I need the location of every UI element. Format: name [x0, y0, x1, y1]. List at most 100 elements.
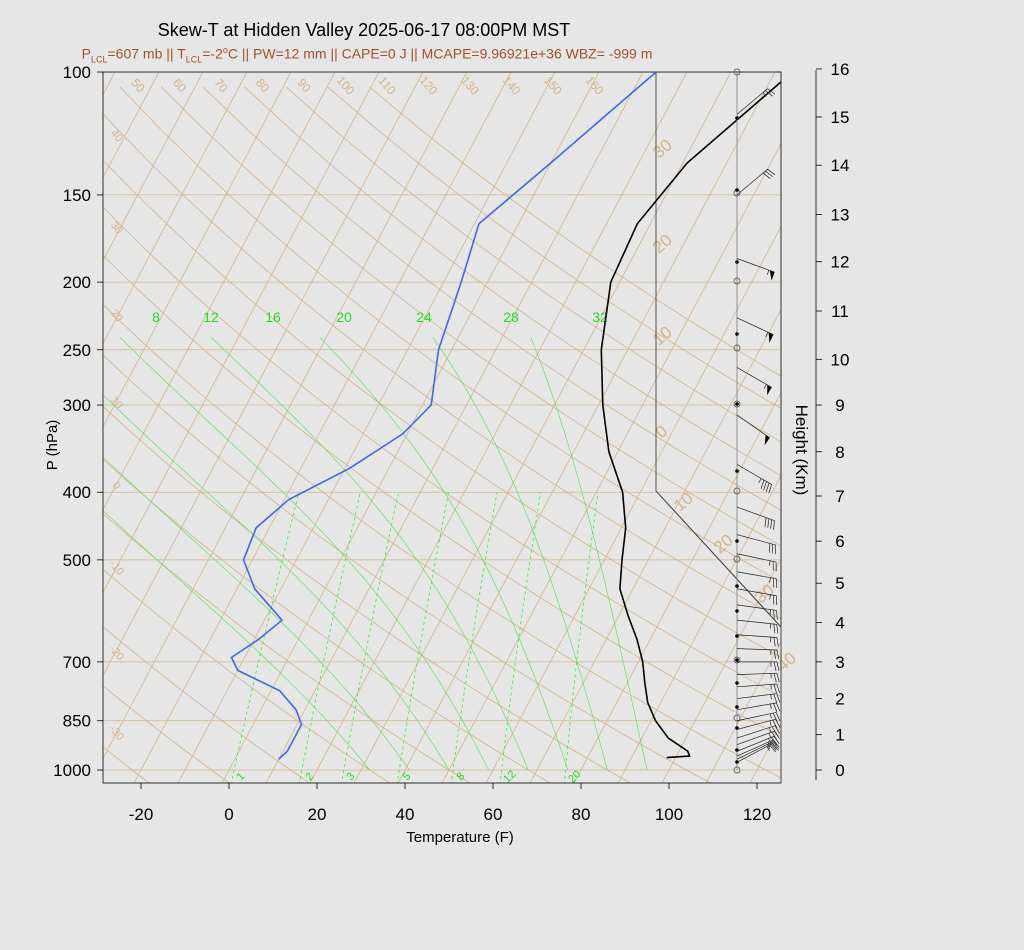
x-tick-label: 80 — [572, 805, 591, 824]
mixing-ratio-label: 24 — [416, 309, 432, 325]
barb-half-flag — [769, 727, 772, 733]
left-isotherm-label: -20 — [107, 643, 126, 663]
staff-dot — [735, 726, 739, 730]
dry-adiabat-line — [103, 354, 712, 783]
staff-dot — [735, 188, 739, 192]
barb-shaft — [736, 588, 777, 597]
x-tick-label: 120 — [743, 805, 771, 824]
isotherm-label: 60 — [170, 76, 190, 95]
barb-half-flag — [770, 703, 772, 709]
barb-flag — [776, 683, 780, 693]
y-tick-label: 400 — [63, 483, 91, 502]
left-isotherm-label: 20 — [108, 308, 125, 325]
dry-adiabat-line — [119, 86, 781, 583]
wind-barb — [736, 648, 780, 660]
barb-flag — [776, 661, 780, 671]
wind-barb — [736, 693, 781, 703]
x-tick-label: -20 — [129, 805, 154, 824]
chart-subtitle: PLCL=607 mb || TLCL=-2oC || PW=12 mm || … — [0, 45, 734, 64]
barb-flag — [776, 702, 781, 712]
barb-half-flag — [766, 746, 770, 751]
background-lines — [0, 56, 1024, 784]
wind-barb — [736, 683, 780, 694]
isotherm-line — [103, 72, 204, 262]
dry-adiabat-line — [244, 86, 781, 477]
left-isotherm-label: 30 — [108, 220, 125, 237]
barb-flag — [773, 703, 778, 713]
height-tick-label: 13 — [831, 205, 850, 224]
right-isotherm-label: 20 — [710, 530, 737, 557]
barb-flag — [774, 725, 781, 734]
height-tick-label: 0 — [835, 761, 844, 780]
moist-adiabat-line — [211, 337, 529, 771]
barb-shaft — [736, 619, 777, 625]
y-axis-label: P (hPa) — [44, 420, 61, 471]
dry-adiabat-line — [161, 86, 781, 547]
wind-barb — [736, 534, 776, 555]
isotherm-line — [617, 474, 781, 783]
barb-shaft — [736, 506, 775, 522]
barb-flag — [776, 649, 780, 660]
isotherm-line — [749, 723, 781, 783]
barb-half-flag — [767, 742, 771, 747]
barb-flag — [775, 719, 781, 728]
barb-flag — [765, 170, 773, 178]
barb-flag — [763, 481, 767, 491]
mixing-ratio-line — [396, 492, 449, 783]
barb-pennant — [768, 332, 774, 343]
mixing-ratio-label: 28 — [503, 309, 519, 325]
wind-barb — [736, 258, 775, 281]
staff-marker — [733, 555, 741, 563]
barb-shaft — [736, 553, 777, 563]
height-tick-label: 11 — [831, 302, 849, 321]
wind-barb — [736, 702, 781, 713]
barb-half-flag — [770, 694, 772, 700]
right-isotherm-label: 10 — [649, 322, 676, 349]
plot-frame — [102, 71, 782, 784]
mixing-ratio-label: 32 — [592, 309, 608, 325]
mixing-ratio-label: 20 — [336, 309, 352, 325]
mixing-ratio-line — [499, 492, 542, 783]
staff-marker — [733, 68, 741, 76]
isotherm-line — [103, 72, 292, 428]
barb-shaft — [736, 258, 775, 273]
height-tick-label: 8 — [835, 443, 844, 462]
wind-barb — [736, 712, 781, 722]
isotherm-line — [103, 72, 336, 511]
mixing-ratio-bottom-label: 5 — [400, 770, 413, 783]
x-tick-label: 40 — [396, 805, 415, 824]
isotherm-line — [837, 56, 1024, 784]
isotherm-label: 90 — [294, 76, 314, 95]
y-tick-label: 850 — [63, 712, 91, 731]
wind-barb — [736, 317, 774, 343]
barb-flag — [773, 649, 777, 660]
isotherm-line — [0, 56, 79, 784]
wind-barb — [736, 88, 776, 115]
staff-marker — [733, 277, 741, 285]
barb-half-flag — [762, 92, 767, 97]
temperature-line — [600, 80, 781, 759]
isotherm-label: 100 — [334, 73, 358, 98]
isotherm-line — [221, 72, 600, 783]
height-tick-label: 2 — [835, 690, 844, 709]
wind-barb — [736, 634, 779, 647]
barb-flag — [764, 517, 767, 527]
subtitle-degree: o — [222, 45, 228, 55]
height-tick-label: 16 — [831, 60, 850, 79]
wind-barb — [736, 464, 772, 494]
mixing-ratio-line — [563, 492, 599, 783]
barb-flag — [767, 168, 776, 176]
staff-dot — [735, 584, 739, 588]
isotherm-line — [103, 72, 160, 179]
barb-pennant — [769, 270, 775, 281]
left-isotherm-label: -30 — [107, 723, 126, 743]
barb-flag — [762, 172, 771, 179]
isotherm-line — [103, 72, 424, 677]
barb-flag — [774, 730, 780, 740]
dewpoint-line — [230, 72, 657, 760]
barb-half-flag — [769, 713, 772, 719]
subtitle-p-lcl: P — [81, 45, 91, 62]
barb-flag — [773, 684, 777, 694]
